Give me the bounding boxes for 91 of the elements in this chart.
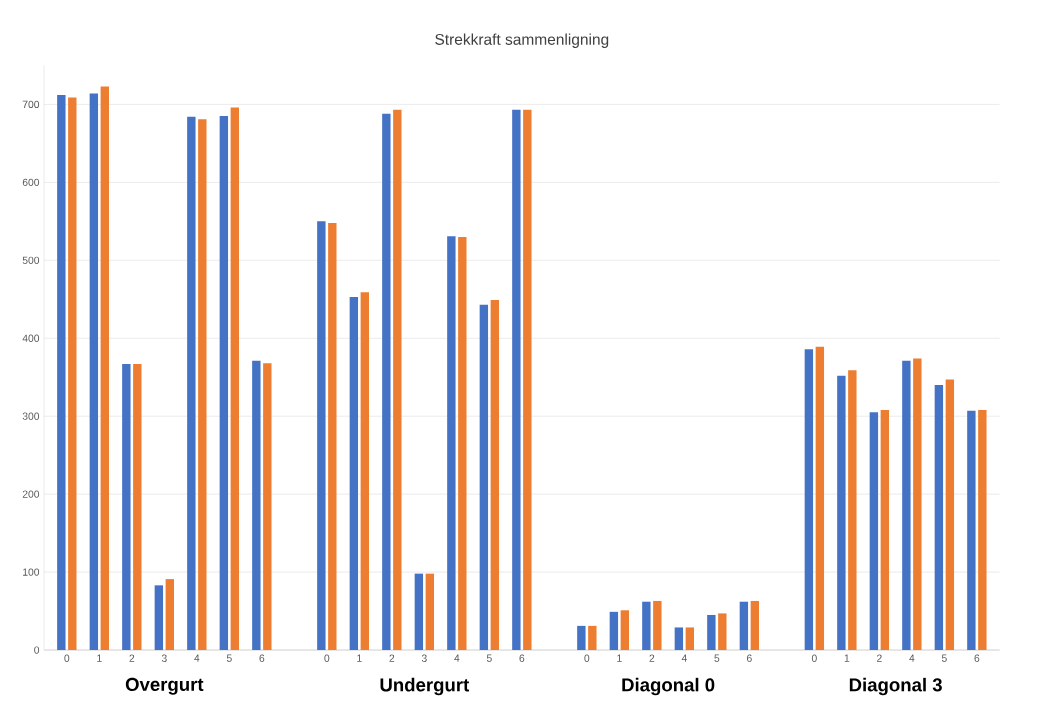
bar [577,625,586,651]
bar [57,95,66,651]
y-tick-label: 500 [22,256,40,265]
bar [978,410,987,651]
bar [880,410,890,651]
bar [328,222,337,651]
x-tick-label: 2 [129,654,135,662]
x-tick-label: 5 [714,654,720,662]
x-tick-label: 0 [64,654,70,662]
bar [512,109,521,651]
bar [479,304,489,651]
bar [815,346,825,651]
bar [523,109,532,651]
x-tick-label: 1 [844,654,850,662]
bar [263,363,272,651]
x-tick-label: 0 [324,654,330,662]
bar [425,573,435,651]
x-tick-label: 4 [681,654,687,662]
y-tick-label: 200 [22,490,40,498]
bar [122,364,131,651]
text: Diagonal 3 [849,677,942,696]
x-tick-label: 1 [617,654,622,662]
bar [620,610,630,651]
x-tick-label: 0 [584,654,590,662]
x-tick-label: 4 [909,654,915,662]
x-tick-label: 4 [194,654,200,662]
x-tick-label: 3 [161,654,167,662]
bar [490,300,500,651]
bar [609,611,619,651]
text: Diagonal 0 [622,677,715,696]
bar [945,379,955,651]
text: Overgurt [125,677,204,695]
x-tick-label: 6 [747,654,752,662]
y-tick-label: 0 [34,646,40,654]
text: Undergurt [380,677,470,696]
x-tick-label: 1 [97,654,102,662]
y-tick-label: 600 [22,178,40,187]
bar [219,116,229,651]
x-tick-label: 2 [649,654,655,662]
bar [674,627,684,651]
x-tick-label: 6 [519,654,525,662]
bar [653,601,662,651]
bar [707,615,716,651]
bar [165,579,175,651]
bar [187,116,196,651]
bar [252,360,261,651]
bar [89,93,99,651]
bar [967,410,976,651]
bar [393,109,402,651]
bar [588,625,597,651]
bar [902,360,911,651]
bar [154,585,164,651]
bar [804,349,814,651]
x-tick-label: 5 [486,654,492,662]
bar [913,358,922,651]
x-tick-label: 2 [389,654,395,662]
y-tick-label: 300 [22,412,40,420]
bar [750,601,760,651]
bar [869,412,879,651]
bar [642,601,651,651]
x-tick-label: 1 [357,654,362,662]
bar [230,107,240,651]
bar [458,237,467,651]
bar [934,385,944,651]
bar [837,375,846,651]
y-tick-label: 100 [23,568,40,576]
y-tick-label: 400 [22,334,40,342]
x-tick-label: 3 [421,654,427,662]
bar [133,364,142,651]
bar [349,297,359,651]
bar [685,627,695,651]
x-tick-label: 0 [811,654,817,662]
y-tick-label: 700 [22,100,40,109]
x-tick-label: 5 [226,654,232,662]
bar [739,601,749,651]
bar [360,292,370,651]
bar [100,86,110,651]
x-tick-label: 6 [974,654,980,662]
bar [68,97,77,651]
bar [848,370,857,651]
bar [198,119,207,651]
x-tick-label: 5 [941,654,947,662]
bar [317,221,326,651]
bar [447,236,456,651]
bar [718,613,727,651]
x-tick-label: 6 [259,654,265,662]
bar [382,113,391,651]
x-tick-label: 2 [877,654,882,662]
bar [414,573,424,651]
chart-title: Strekkraft sammenligning [435,33,609,49]
x-tick-label: 4 [454,654,460,662]
